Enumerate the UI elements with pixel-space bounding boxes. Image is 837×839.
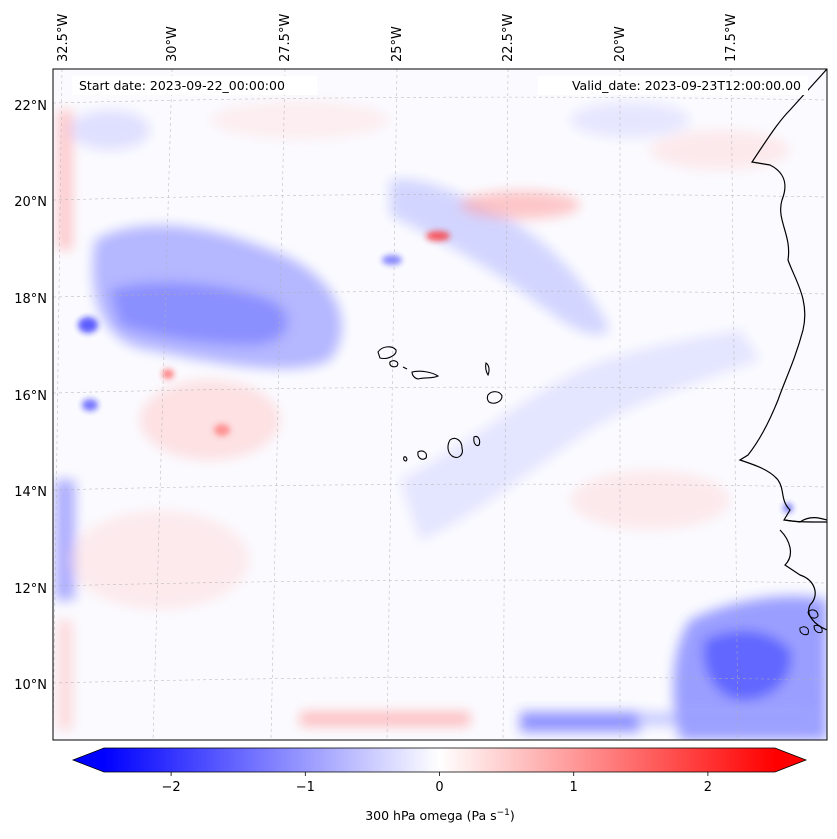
graticule <box>53 69 827 740</box>
descent-region-west-edge-lower <box>58 620 72 730</box>
valid-date-box <box>538 76 808 95</box>
island-santiago <box>447 437 463 458</box>
parallel-12n <box>53 579 827 587</box>
start-date-label: Start date: 2023-09-22_00:00:00 <box>79 78 285 93</box>
ascent-cell-central <box>382 255 402 265</box>
valid-date-label: Valid_date: 2023-09-23T12:00:00.00 <box>572 78 801 93</box>
descent-streak-south <box>300 712 470 726</box>
meridian-22-5w <box>502 69 509 740</box>
bijagos-islands <box>799 609 823 636</box>
ascent-band-central <box>390 179 610 335</box>
descent-patch-southwest <box>70 510 250 610</box>
descent-cell-west <box>162 369 174 379</box>
descent-patch-south-central <box>140 380 280 460</box>
map-panel: Start date: 2023-09-22_00:00:00 Valid_da… <box>52 68 828 741</box>
colorbar-extend-low <box>73 748 104 772</box>
lon-label-25w: 25°W <box>390 26 405 62</box>
island-brava <box>403 456 408 462</box>
descent-patch-north-east <box>650 130 790 170</box>
colorbar-title-superscript: −1 <box>497 808 510 818</box>
lat-label-12n: 12°N <box>14 582 47 597</box>
parallel-18n <box>53 290 827 298</box>
lat-label-16n: 16°N <box>14 389 47 404</box>
lat-label-10n: 10°N <box>14 678 47 693</box>
meridian-27-5w <box>270 69 286 740</box>
parallel-20n <box>53 193 827 201</box>
descent-cell-central <box>214 424 230 436</box>
parallel-22n <box>53 96 827 104</box>
meridian-30w <box>152 69 173 740</box>
lon-label-30w: 30°W <box>165 26 180 62</box>
colorbar-tick-label: −1 <box>296 780 315 795</box>
ascent-cell-west-lower <box>82 399 98 411</box>
colorbar-tick-label: 2 <box>704 780 712 795</box>
ascent-region-northwest-core <box>110 282 288 345</box>
latitude-labels: 22°N 20°N 18°N 16°N 14°N 12°N 10°N <box>14 99 47 693</box>
lat-label-22n: 22°N <box>14 99 47 114</box>
lon-label-32-5w: 32.5°W <box>56 14 71 62</box>
meridian-32-5w <box>53 69 63 740</box>
descent-patch-east <box>570 470 730 530</box>
meridian-25w <box>386 69 398 740</box>
colorbar-tick-label: −2 <box>162 780 181 795</box>
parallel-16n <box>53 386 827 394</box>
lon-label-22-5w: 22.5°W <box>501 14 516 62</box>
ascent-region-west-edge <box>55 480 75 600</box>
colorbar-title-main: 300 hPa omega (Pa s <box>365 808 496 823</box>
colorbar-tick-label: 1 <box>570 780 578 795</box>
lon-label-17-5w: 17.5°W <box>724 14 739 62</box>
lat-label-20n: 20°N <box>14 195 47 210</box>
island-sao-nicolau <box>411 370 440 380</box>
colorbar-extend-high <box>775 748 806 772</box>
lat-label-18n: 18°N <box>14 292 47 307</box>
colorbar-gradient <box>104 748 775 772</box>
ascent-band-south <box>400 330 760 540</box>
ascent-streak-south-east <box>640 712 810 726</box>
parallel-14n <box>53 483 827 491</box>
island-se-1 <box>807 609 819 619</box>
island-santo-antao <box>377 346 397 359</box>
colorbar-title-close: ) <box>510 808 515 823</box>
colorbar-outline <box>71 747 808 773</box>
ascent-streak-south <box>520 712 640 732</box>
ascent-patch-north <box>70 110 150 150</box>
island-boa-vista <box>486 391 503 404</box>
island-se-3 <box>813 624 823 634</box>
colorbar-tick-label: 0 <box>435 780 443 795</box>
lon-label-27-5w: 27.5°W <box>278 14 293 62</box>
descent-cell-strong <box>426 231 450 241</box>
lon-label-20w: 20°W <box>613 26 628 62</box>
parallel-10n <box>53 676 827 684</box>
coastlines <box>738 69 827 631</box>
colorbar-title: 300 hPa omega (Pa s−1) <box>365 808 515 823</box>
lat-label-14n: 14°N <box>14 485 47 500</box>
africa-coastline <box>738 69 827 523</box>
island-maio <box>473 436 481 447</box>
island-fogo <box>417 450 427 460</box>
island-santa-luzia <box>402 366 408 370</box>
omega-field <box>55 100 827 740</box>
colorbar-ticks: −2 −1 0 1 2 <box>162 772 712 795</box>
colorbar: −2 −1 0 1 2 300 hPa omega (Pa s−1) <box>71 747 808 823</box>
start-date-box <box>72 76 317 95</box>
island-sal <box>485 362 490 377</box>
meridian-17-5w <box>730 69 739 740</box>
africa-coastline-south <box>779 529 827 631</box>
ascent-cell-west <box>78 317 98 333</box>
descent-patch-north <box>460 191 580 219</box>
ascent-patch-northeast <box>570 102 690 138</box>
island-se-2 <box>799 626 809 636</box>
cape-verde-islands <box>377 346 503 462</box>
descent-patch-north-west <box>210 100 390 140</box>
map-frame <box>52 68 828 741</box>
longitude-labels: 32.5°W 30°W 27.5°W 25°W 22.5°W 20°W 17.5… <box>56 14 739 62</box>
gambia-estuary <box>784 519 827 523</box>
island-sao-vicente <box>389 360 399 368</box>
descent-region-west-edge <box>58 110 72 250</box>
ascent-region-southeast-core <box>704 631 791 700</box>
